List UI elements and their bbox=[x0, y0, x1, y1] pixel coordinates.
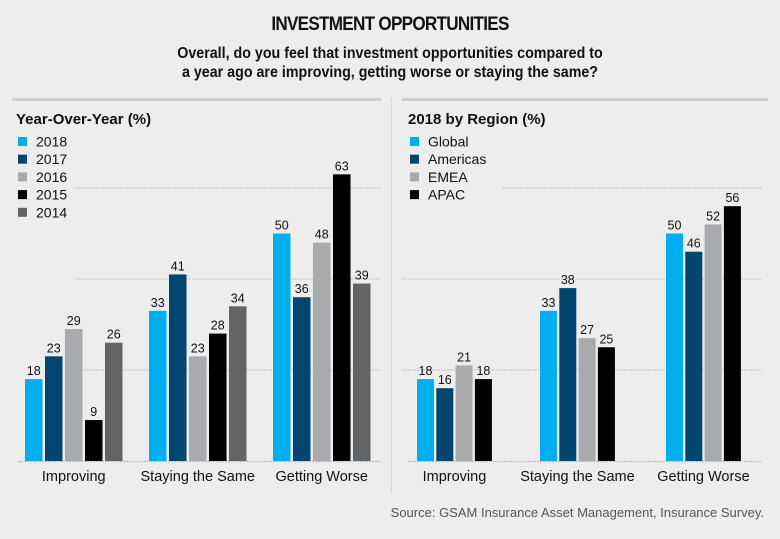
yoy-legend-label-2014: 2014 bbox=[36, 204, 67, 220]
yoy-legend-label-2017: 2017 bbox=[36, 151, 67, 167]
yoy-bar-2015-1 bbox=[209, 333, 227, 461]
region-bar-label-global-1: 33 bbox=[542, 296, 556, 310]
yoy-bar-label-2018-2: 50 bbox=[275, 219, 289, 233]
region-bar-emea-2 bbox=[704, 224, 722, 461]
yoy-legend-swatch-2015 bbox=[18, 190, 27, 200]
yoy-bar-label-2016-0: 29 bbox=[67, 314, 81, 328]
yoy-bar-label-2015-2: 63 bbox=[335, 159, 349, 173]
yoy-bar-label-2016-2: 48 bbox=[315, 228, 329, 242]
region-bar-label-apac-0: 18 bbox=[476, 364, 490, 378]
chart-subtitle: Overall, do you feel that investment opp… bbox=[31, 44, 749, 82]
yoy-legend-label-2018: 2018 bbox=[36, 134, 67, 150]
yoy-bar-label-2016-1: 23 bbox=[191, 341, 205, 355]
yoy-bar-2015-2 bbox=[333, 174, 351, 461]
region-bar-apac-2 bbox=[723, 206, 741, 461]
yoy-bar-label-2014-2: 39 bbox=[355, 269, 369, 283]
subtitle-line-1: Overall, do you feel that investment opp… bbox=[177, 45, 603, 62]
region-legend-swatch-americas bbox=[410, 154, 419, 164]
yoy-bar-label-2017-2: 36 bbox=[295, 282, 309, 296]
yoy-bar-2018-0 bbox=[25, 379, 43, 461]
region-bar-emea-1 bbox=[578, 338, 596, 461]
yoy-bar-label-2018-0: 18 bbox=[27, 364, 41, 378]
yoy-bar-2017-1 bbox=[169, 274, 187, 461]
region-bar-americas-0 bbox=[436, 388, 454, 461]
region-bar-label-apac-1: 25 bbox=[599, 332, 613, 346]
region-legend-swatch-apac bbox=[410, 190, 419, 200]
yoy-legend-label-2015: 2015 bbox=[36, 187, 67, 203]
yoy-bar-label-2015-0: 9 bbox=[90, 405, 97, 419]
region-bar-global-1 bbox=[540, 310, 557, 461]
region-bar-apac-1 bbox=[597, 347, 615, 461]
region-legend-label-global: Global bbox=[428, 134, 468, 150]
region-bar-label-americas-0: 16 bbox=[438, 373, 452, 387]
panel-divider bbox=[391, 98, 392, 493]
source-note: Source: GSAM Insurance Asset Management,… bbox=[390, 505, 764, 520]
yoy-bar-2015-0 bbox=[85, 420, 103, 461]
region-legend-label-emea: EMEA bbox=[428, 169, 468, 185]
region-bar-label-global-2: 50 bbox=[668, 219, 682, 233]
region-bar-label-emea-1: 27 bbox=[580, 323, 594, 337]
region-bar-label-emea-2: 52 bbox=[706, 209, 720, 223]
yoy-bar-label-2015-1: 28 bbox=[211, 319, 225, 333]
region-bar-americas-1 bbox=[559, 288, 577, 461]
region-legend-label-americas: Americas bbox=[428, 151, 486, 167]
region-category-label-2: Getting Worse bbox=[657, 469, 749, 485]
yoy-bar-2018-1 bbox=[149, 310, 167, 461]
yoy-category-label-0: Improving bbox=[42, 469, 106, 485]
region-bar-apac-0 bbox=[474, 379, 492, 461]
region-bar-americas-2 bbox=[685, 251, 703, 461]
yoy-bar-2016-0 bbox=[65, 329, 83, 461]
region-bar-global-0 bbox=[417, 379, 434, 461]
region-category-label-0: Improving bbox=[423, 469, 487, 485]
yoy-bar-2014-0 bbox=[105, 342, 123, 461]
yoy-bar-2016-2 bbox=[313, 242, 331, 461]
region-legend-swatch-global bbox=[410, 137, 419, 146]
region-legend-label-apac: APAC bbox=[428, 187, 465, 203]
yoy-legend-swatch-2017 bbox=[18, 154, 27, 164]
yoy-bar-2014-2 bbox=[353, 283, 371, 461]
region-bar-label-americas-2: 46 bbox=[687, 237, 701, 251]
yoy-legend-swatch-2016 bbox=[18, 172, 27, 182]
region-bar-label-apac-2: 56 bbox=[725, 191, 739, 205]
yoy-legend-label-2016: 2016 bbox=[36, 169, 67, 185]
yoy-panel-title: Year-Over-Year (%) bbox=[16, 111, 151, 128]
yoy-bar-2016-1 bbox=[189, 356, 207, 461]
chart-title: INVESTMENT OPPORTUNITIES bbox=[271, 14, 509, 35]
yoy-bar-2017-2 bbox=[293, 297, 311, 461]
region-category-label-1: Staying the Same bbox=[520, 469, 634, 485]
yoy-bar-2018-2 bbox=[273, 233, 291, 461]
yoy-category-label-1: Staying the Same bbox=[141, 469, 255, 485]
region-bar-global-2 bbox=[666, 233, 683, 461]
region-bar-label-emea-0: 21 bbox=[457, 350, 471, 364]
left-panel-top-rule bbox=[12, 98, 381, 101]
region-legend-swatch-emea bbox=[410, 172, 419, 182]
yoy-category-label-2: Getting Worse bbox=[276, 469, 368, 485]
yoy-bar-label-2017-0: 23 bbox=[47, 341, 61, 355]
region-panel-title: 2018 by Region (%) bbox=[408, 111, 546, 128]
region-bar-label-global-0: 18 bbox=[419, 364, 433, 378]
subtitle-line-2: a year ago are improving, getting worse … bbox=[181, 64, 599, 81]
yoy-bar-label-2014-1: 34 bbox=[231, 291, 245, 305]
yoy-bar-2017-0 bbox=[45, 356, 63, 461]
yoy-bar-2014-1 bbox=[229, 306, 247, 461]
right-panel-top-rule bbox=[402, 98, 768, 101]
yoy-legend-swatch-2018 bbox=[18, 137, 27, 146]
region-bar-emea-0 bbox=[455, 365, 473, 461]
yoy-bar-label-2014-0: 26 bbox=[107, 328, 121, 342]
yoy-bar-label-2018-1: 33 bbox=[151, 296, 165, 310]
region-bar-label-americas-1: 38 bbox=[561, 273, 575, 287]
yoy-bar-label-2017-1: 41 bbox=[171, 259, 185, 273]
yoy-legend-swatch-2014 bbox=[18, 207, 27, 217]
